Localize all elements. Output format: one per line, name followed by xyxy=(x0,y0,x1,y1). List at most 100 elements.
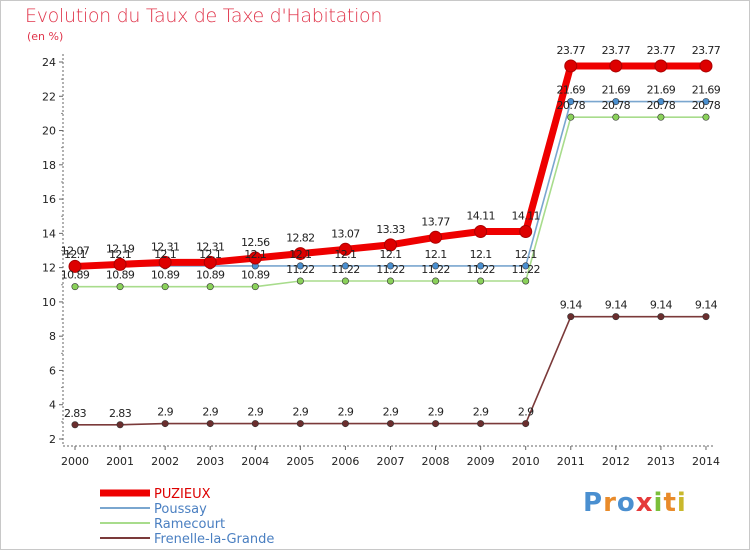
data-label: 12.1 xyxy=(425,248,447,261)
data-point xyxy=(702,113,710,121)
y-tick-label: 14 xyxy=(42,227,56,240)
data-label: 2.9 xyxy=(383,406,399,419)
data-label: 23.77 xyxy=(557,44,586,57)
data-label: 11.22 xyxy=(286,263,315,276)
x-tick-label: 2000 xyxy=(61,455,89,468)
data-point xyxy=(699,59,713,73)
data-label: 12.1 xyxy=(64,248,86,261)
data-point xyxy=(296,262,304,270)
data-label: 14.11 xyxy=(466,209,495,222)
data-label: 10.89 xyxy=(106,269,135,282)
data-point xyxy=(203,255,217,269)
data-label: 12.1 xyxy=(334,248,356,261)
data-point xyxy=(296,420,304,428)
legend-label: Ramecourt xyxy=(154,517,225,532)
logo-letter: i xyxy=(653,488,664,518)
logo-letter: P xyxy=(583,488,604,518)
data-point xyxy=(248,251,262,265)
data-label: 11.22 xyxy=(331,263,360,276)
data-point xyxy=(341,262,349,270)
data-point xyxy=(657,113,665,121)
data-label: 2.9 xyxy=(338,406,354,419)
series-frenelle-la-grande xyxy=(71,313,710,429)
data-label: 12.1 xyxy=(515,248,537,261)
data-label: 12.1 xyxy=(379,248,401,261)
data-label: 10.89 xyxy=(61,269,90,282)
x-tick-label: 2002 xyxy=(151,455,179,468)
legend-label: Poussay xyxy=(154,502,207,517)
data-label: 12.07 xyxy=(61,244,90,257)
data-label: 12.19 xyxy=(106,242,135,255)
data-label: 12.82 xyxy=(286,232,315,245)
data-point xyxy=(206,283,214,291)
x-tick-label: 2008 xyxy=(422,455,450,468)
data-point xyxy=(71,421,79,429)
x-tick-label: 2005 xyxy=(286,455,314,468)
x-tick-label: 2012 xyxy=(602,455,630,468)
y-tick-label: 10 xyxy=(42,296,56,309)
data-point xyxy=(522,262,530,270)
data-point xyxy=(567,113,575,121)
data-point xyxy=(477,420,485,428)
data-label: 2.9 xyxy=(473,406,489,419)
x-tick-label: 2003 xyxy=(196,455,224,468)
data-label: 21.69 xyxy=(557,84,586,97)
data-point xyxy=(113,257,127,271)
data-label: 2.9 xyxy=(157,406,173,419)
data-label: 2.9 xyxy=(292,406,308,419)
data-label: 20.78 xyxy=(647,99,676,112)
y-tick-label: 16 xyxy=(42,193,56,206)
data-label: 2.9 xyxy=(202,406,218,419)
data-point xyxy=(386,262,394,270)
data-point xyxy=(432,420,440,428)
data-point xyxy=(71,283,79,291)
legend-label: PUZIEUX xyxy=(154,487,211,502)
series-layer xyxy=(68,59,713,429)
data-label: 20.78 xyxy=(602,99,631,112)
y-tick-label: 24 xyxy=(42,56,56,69)
data-point xyxy=(522,277,530,285)
data-point xyxy=(383,238,397,252)
data-label: 21.69 xyxy=(692,84,721,97)
data-point xyxy=(341,277,349,285)
data-label: 13.07 xyxy=(331,227,360,240)
data-point xyxy=(564,59,578,73)
data-point xyxy=(432,277,440,285)
data-label: 11.22 xyxy=(376,263,405,276)
data-label: 9.14 xyxy=(650,299,673,312)
data-label: 10.89 xyxy=(241,269,270,282)
data-point xyxy=(161,420,169,428)
y-tick-label: 22 xyxy=(42,90,56,103)
data-label: 12.1 xyxy=(289,248,311,261)
data-label: 12.31 xyxy=(151,240,180,253)
logo-letter: x xyxy=(635,488,654,518)
data-point xyxy=(251,420,259,428)
data-point xyxy=(432,262,440,270)
y-tick-label: 18 xyxy=(42,159,56,172)
data-label: 21.69 xyxy=(602,84,631,97)
data-point xyxy=(68,259,82,273)
y-tick-label: 12 xyxy=(42,262,56,275)
data-label: 9.14 xyxy=(560,299,583,312)
data-label: 11.22 xyxy=(466,263,495,276)
data-label: 2.9 xyxy=(518,406,534,419)
data-point xyxy=(519,224,533,238)
data-point xyxy=(158,255,172,269)
data-label: 14.11 xyxy=(511,209,540,222)
y-tick-label: 4 xyxy=(49,399,56,412)
data-point xyxy=(386,277,394,285)
data-point xyxy=(429,230,443,244)
data-label: 20.78 xyxy=(557,99,586,112)
data-label: 13.33 xyxy=(376,223,405,236)
chart-title: Evolution du Taux de Taxe d'Habitation xyxy=(25,5,383,27)
unit-label: (en %) xyxy=(27,30,64,43)
data-label: 9.14 xyxy=(605,299,628,312)
data-point xyxy=(612,113,620,121)
data-label: 12.1 xyxy=(244,248,266,261)
x-tick-label: 2006 xyxy=(331,455,359,468)
data-point xyxy=(161,283,169,291)
data-label: 2.83 xyxy=(109,407,132,420)
